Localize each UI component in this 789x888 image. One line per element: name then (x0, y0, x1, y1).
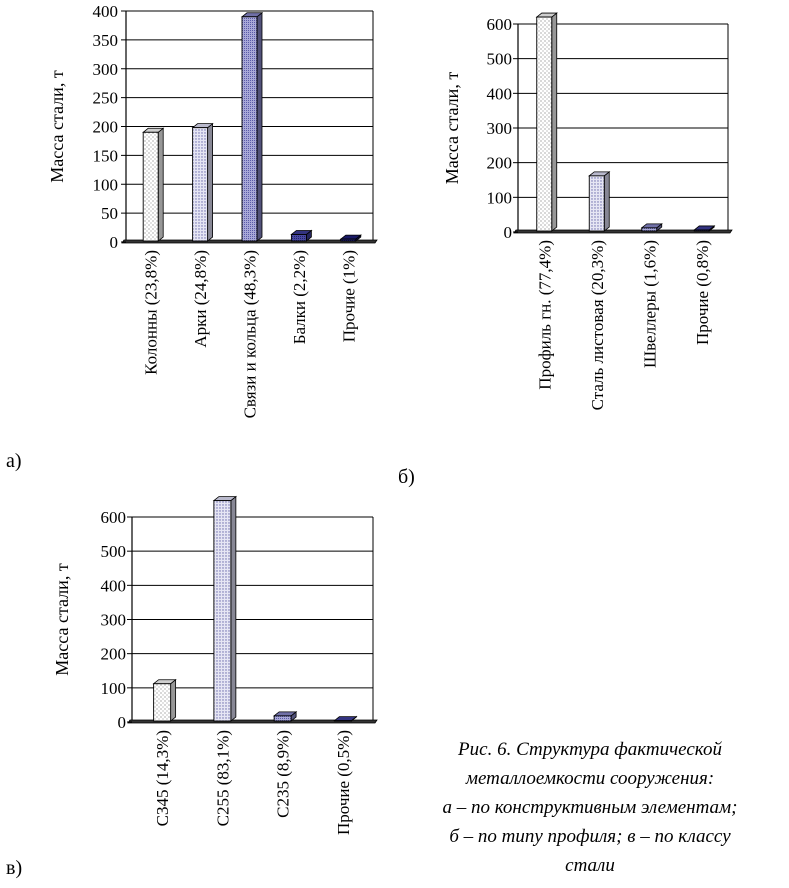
bar-side (604, 172, 609, 231)
y-tick-label: 200 (93, 118, 119, 137)
category-label: С235 (8,9%) (274, 730, 293, 818)
category-label: Колонны (23,8%) (142, 250, 161, 375)
bar (214, 497, 236, 721)
bar-front (214, 501, 231, 721)
y-tick-label: 300 (487, 119, 513, 138)
category-label: С255 (83,1%) (213, 730, 232, 826)
bar-front (341, 239, 356, 241)
category-label: Сталь листовая (20,3%) (588, 240, 607, 410)
chart-panel-1: 0 100 200 300 400 500 600 Масса стали, т Профиль… (442, 13, 732, 410)
caption-line: металлоемкости сооружения: (395, 764, 785, 793)
bar (154, 680, 176, 721)
bar-front (694, 230, 709, 231)
caption-line: а – по конструктивным элементам; (395, 793, 785, 822)
panel-label-b: б) (398, 466, 415, 489)
y-tick-label: 400 (487, 84, 513, 103)
bar (537, 13, 557, 231)
y-tick-label: 0 (110, 233, 119, 252)
figure-caption: Рис. 6. Структура фактической металлоемк… (395, 735, 785, 880)
bar-front (274, 716, 291, 721)
bar-front (642, 228, 657, 231)
bar-side (552, 13, 557, 231)
bar-side (208, 124, 213, 241)
bar-front (242, 17, 257, 241)
y-tick-label: 400 (101, 576, 127, 595)
bar-front (291, 234, 306, 241)
y-tick-label: 300 (101, 611, 127, 630)
bar (143, 128, 163, 241)
caption-line: стали (395, 851, 785, 880)
y-axis-label: Масса стали, т (52, 563, 72, 676)
y-tick-label: 350 (93, 31, 119, 50)
bar-front (154, 684, 171, 721)
y-tick-label: 500 (487, 50, 513, 69)
y-tick-label: 0 (504, 223, 513, 242)
y-tick-label: 100 (101, 679, 127, 698)
category-label: Профиль гн. (77,4%) (535, 240, 554, 390)
panel-label-a: а) (6, 450, 22, 473)
bar-side (257, 13, 262, 241)
y-tick-label: 150 (93, 146, 119, 165)
y-tick-label: 200 (487, 154, 513, 173)
panel-label-v: в) (6, 857, 22, 880)
category-label: С345 (14,3%) (153, 730, 172, 826)
bar (193, 124, 213, 241)
chart-panel-0: 0 50 100 150 200 250 300 350 400 Масса стали, т Ко… (47, 2, 377, 418)
bar-front (193, 128, 208, 241)
category-label: Швеллеры (1,6%) (640, 240, 659, 368)
y-tick-label: 100 (487, 188, 513, 207)
bar-front (143, 132, 158, 241)
y-tick-label: 300 (93, 60, 119, 79)
bar-side (231, 497, 236, 721)
y-tick-label: 250 (93, 89, 119, 108)
y-tick-label: 100 (93, 175, 119, 194)
y-tick-label: 50 (101, 204, 118, 223)
y-tick-label: 600 (101, 508, 127, 527)
y-tick-label: 500 (101, 542, 127, 561)
category-label: Арки (24,8%) (191, 250, 210, 348)
category-label: Связи и кольца (48,3%) (241, 250, 260, 418)
bar (291, 230, 311, 241)
bar (274, 712, 296, 721)
category-label: Прочие (0,5%) (334, 730, 353, 835)
bar-front (537, 17, 552, 231)
category-label: Прочие (1%) (339, 250, 358, 342)
y-axis-label: Масса стали, т (47, 70, 67, 183)
y-tick-label: 400 (93, 2, 119, 21)
y-tick-label: 600 (487, 15, 513, 34)
caption-line: б – по типу профиля; в – по классу (395, 822, 785, 851)
y-tick-label: 200 (101, 645, 127, 664)
y-axis-label: Масса стали, т (442, 72, 462, 185)
bar (242, 13, 262, 241)
bar-side (171, 680, 176, 721)
chart-panel-2: 0 100 200 300 400 500 600 Масса стали, т С345 (1… (52, 497, 377, 835)
caption-line: Рис. 6. Структура фактической (395, 735, 785, 764)
bar-side (158, 128, 163, 241)
bar (589, 172, 609, 231)
category-label: Прочие (0,8%) (693, 240, 712, 345)
category-label: Балки (2,2%) (290, 250, 309, 344)
bar-front (589, 176, 604, 231)
y-tick-label: 0 (118, 713, 127, 732)
